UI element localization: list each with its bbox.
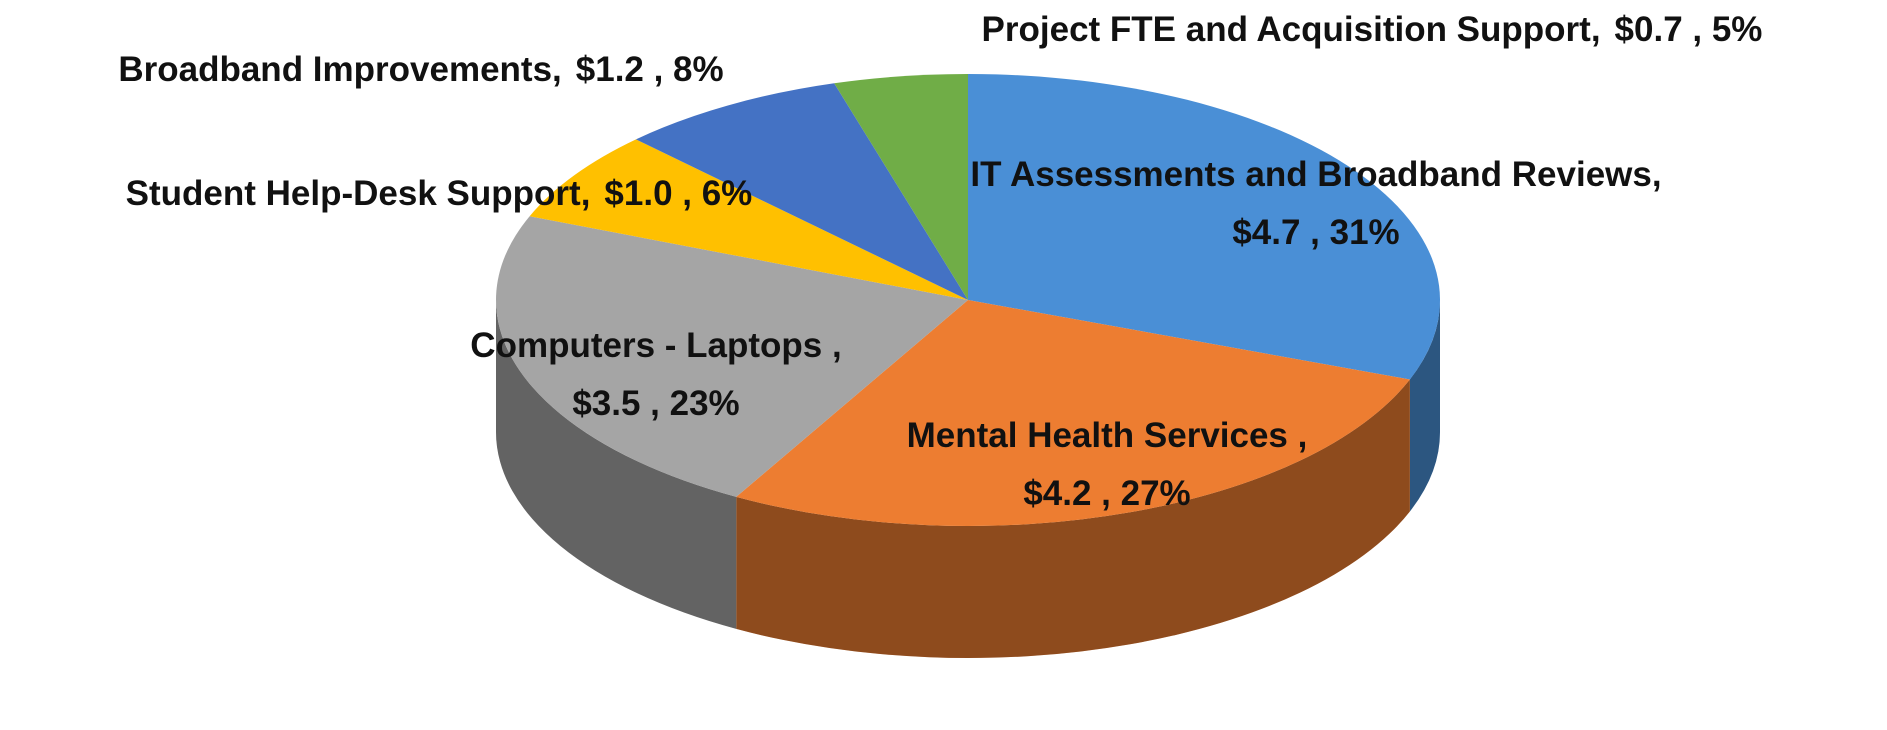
- label-value: $1.2 , 8%: [576, 50, 724, 89]
- label-category: Student Help-Desk Support,: [126, 174, 591, 213]
- data-label: IT Assessments and Broadband Reviews, $4.…: [970, 155, 1661, 252]
- slice: [736, 300, 1410, 527]
- slice-side: [496, 300, 737, 629]
- data-label: Student Help-Desk Support, $1.0 , 6%: [126, 174, 753, 213]
- data-label: Broadband Improvements, $1.2 , 8%: [118, 50, 723, 89]
- slice-side: [1409, 300, 1440, 512]
- slice-side-shade: [1409, 300, 1440, 512]
- slice: [834, 74, 968, 300]
- data-label: Computers - Laptops , $3.5 , 23%: [470, 326, 841, 423]
- slice: [529, 139, 968, 300]
- label-value: $1.0 , 6%: [604, 174, 752, 213]
- label-value: $4.2 , 27%: [1023, 474, 1190, 513]
- label-value: $0.7 , 5%: [1615, 10, 1763, 49]
- label-category: Broadband Improvements,: [118, 50, 561, 89]
- slice-side: [736, 379, 1410, 658]
- slice-side-shade: [736, 379, 1410, 658]
- label-category: IT Assessments and Broadband Reviews,: [970, 155, 1661, 194]
- label-category: Project FTE and Acquisition Support,: [982, 10, 1601, 49]
- slice: [495, 216, 968, 497]
- label-value: $4.7 , 31%: [1232, 213, 1399, 252]
- label-category: Mental Health Services ,: [907, 416, 1308, 455]
- slice: [968, 74, 1441, 380]
- label-category: Computers - Laptops ,: [470, 326, 841, 365]
- label-value: $3.5 , 23%: [572, 384, 739, 423]
- slice-side-shade: [496, 300, 737, 629]
- slice: [635, 83, 968, 300]
- data-label: Mental Health Services , $4.2 , 27%: [907, 416, 1308, 513]
- data-label: Project FTE and Acquisition Support, $0.7…: [982, 10, 1763, 49]
